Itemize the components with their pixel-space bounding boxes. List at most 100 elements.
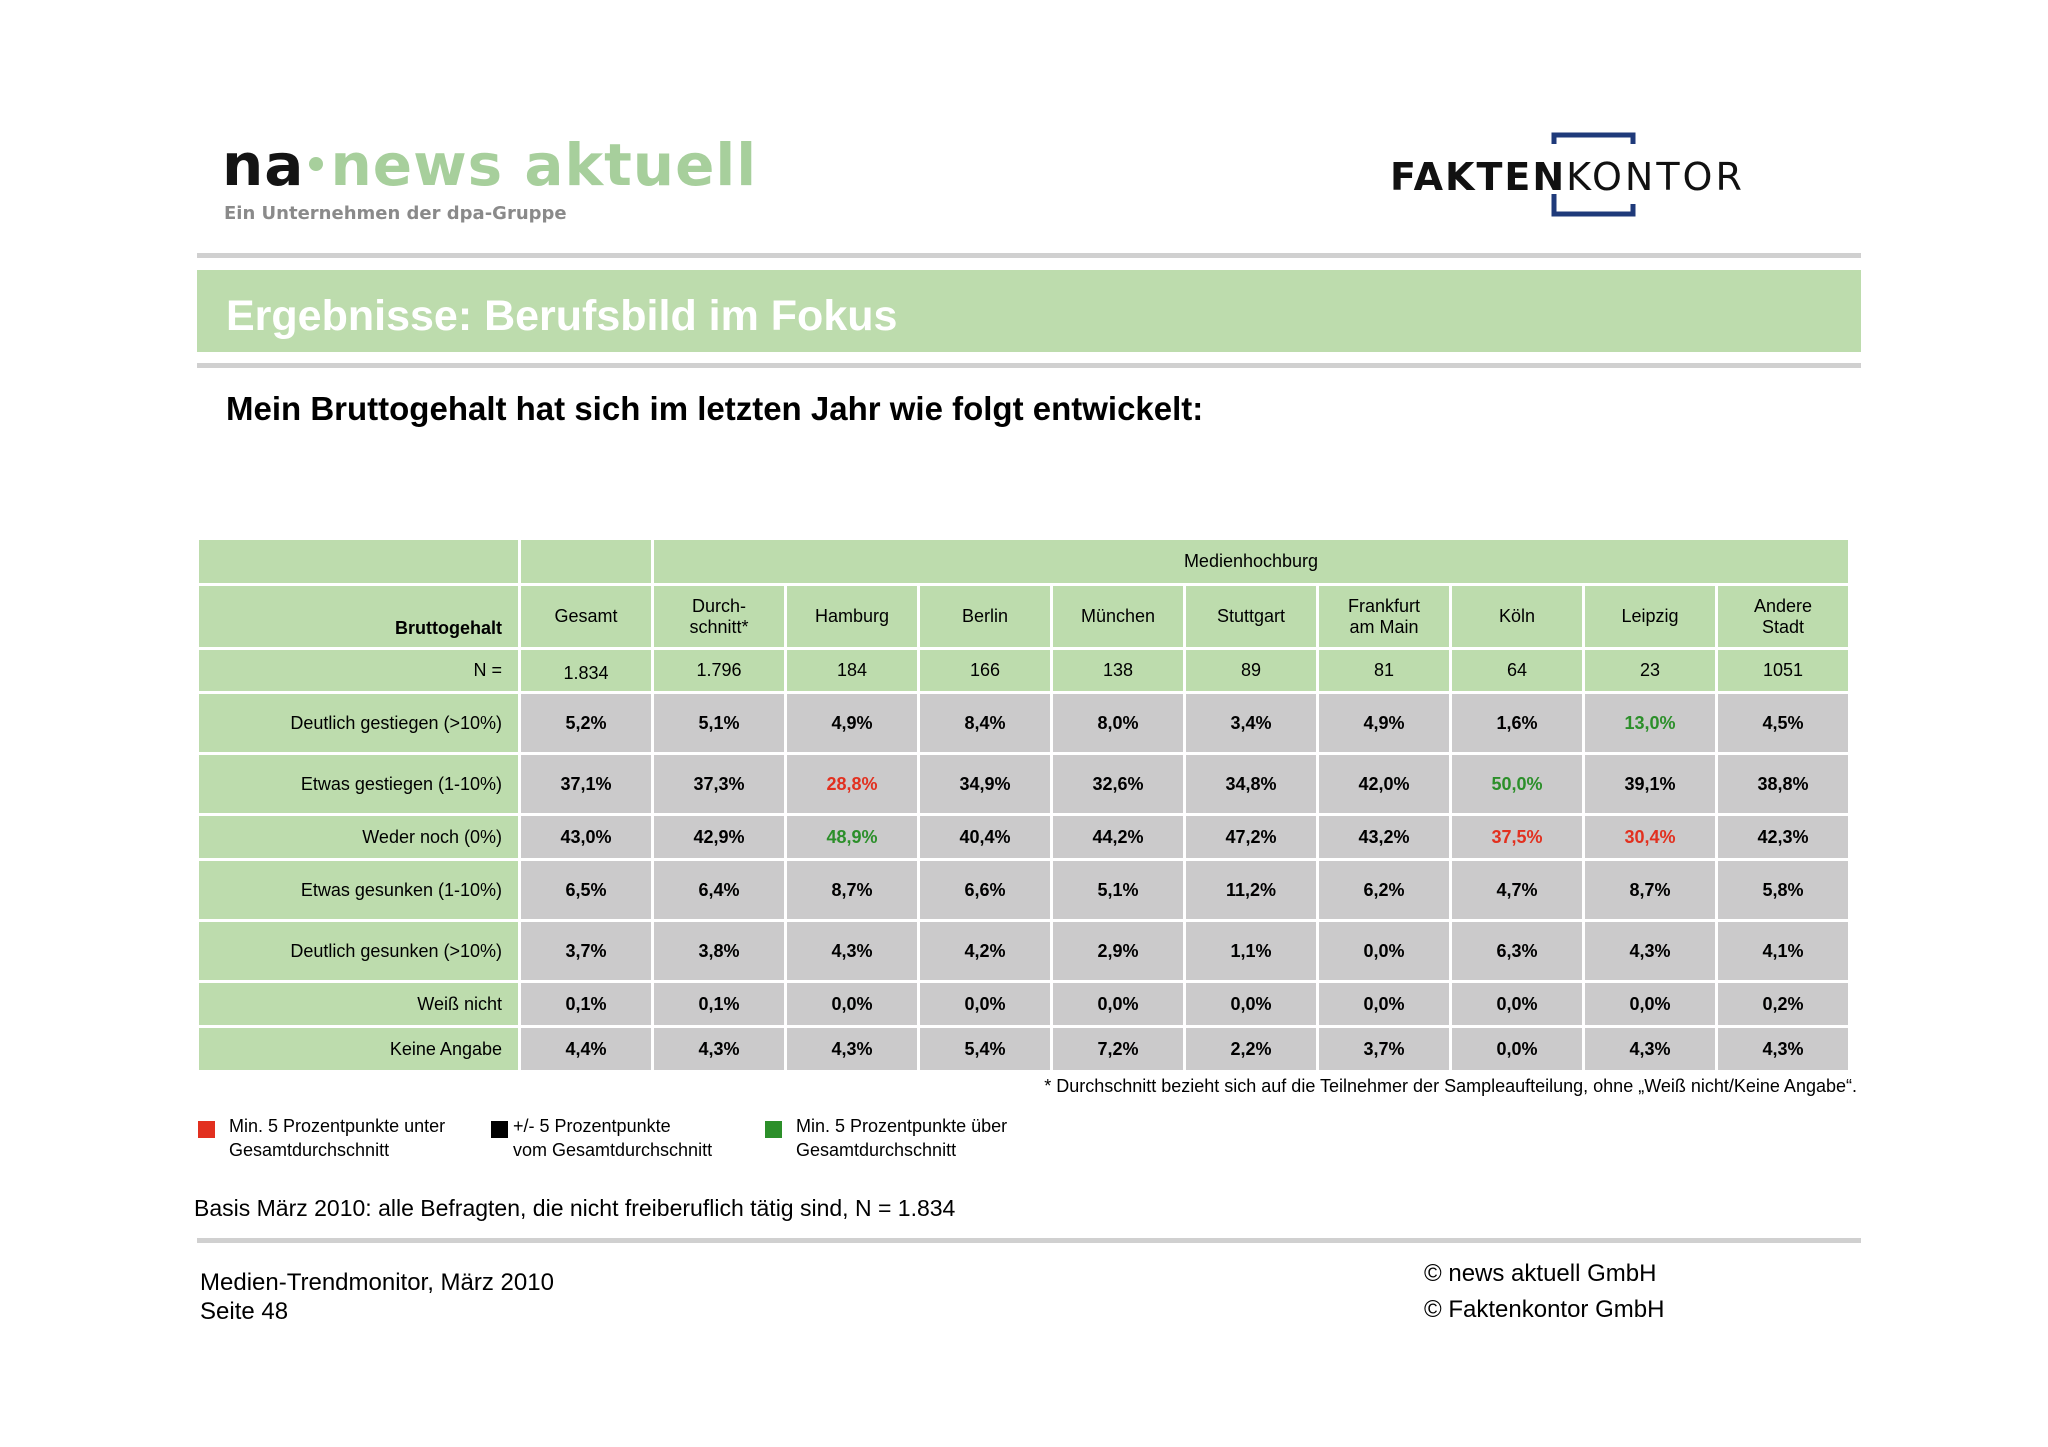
value-cell: 0,0% [784,980,920,1028]
empty-header-cell [196,537,521,586]
footer-left: Medien-Trendmonitor, März 2010 Seite 48 [200,1268,554,1326]
column-header: München [1050,583,1186,650]
value-cell: 0,0% [917,980,1053,1028]
value-cell: 4,2% [917,919,1053,983]
n-value: 1.796 [651,647,787,694]
value-cell: 4,4% [518,1025,654,1073]
value-cell: 44,2% [1050,813,1186,861]
value-cell: 11,2% [1183,858,1319,922]
value-cell: 7,2% [1050,1025,1186,1073]
n-value: 184 [784,647,920,694]
column-header-row: Bruttogehalt Gesamt Durch-schnitt* Hamburg… [196,583,1851,650]
group-header-row: Medienhochburg [196,537,1851,586]
n-value: 64 [1449,647,1585,694]
value-cell: 4,1% [1715,919,1851,983]
n-value: 1051 [1715,647,1851,694]
title-rule [197,363,1861,368]
footer-rule [197,1238,1861,1243]
value-cell: 4,3% [784,1025,920,1073]
value-cell: 47,2% [1183,813,1319,861]
value-cell: 3,4% [1183,691,1319,755]
row-label: Weder noch (0%) [196,813,521,861]
logo-bracket-icon [1551,132,1636,217]
value-cell: 0,0% [1316,919,1452,983]
value-cell: 28,8% [784,752,920,816]
slide-title: Ergebnisse: Berufsbild im Fokus [226,292,898,340]
page-number: Seite 48 [200,1298,289,1325]
value-cell: 3,8% [651,919,787,983]
column-header: Andere Stadt [1715,583,1851,650]
value-cell: 4,3% [651,1025,787,1073]
column-header: Frankfurt am Main [1316,583,1452,650]
value-cell: 5,1% [651,691,787,755]
value-cell: 5,4% [917,1025,1053,1073]
row-label: Etwas gestiegen (1-10%) [196,752,521,816]
value-cell: 0,1% [651,980,787,1028]
row-header: Bruttogehalt [196,583,521,650]
legend-line2: Gesamtdurchschnitt [796,1140,957,1160]
value-cell: 6,2% [1316,858,1452,922]
table-row: Etwas gesunken (1-10%) 6,5% 6,4% 8,7% 6,6% 5,… [196,858,1851,922]
column-header-line1: Leipzig [1621,606,1679,626]
value-cell: 8,7% [1582,858,1718,922]
value-cell: 5,1% [1050,858,1186,922]
legend-line1: +/- 5 Prozentpunkte [513,1116,671,1136]
value-cell: 4,3% [1582,919,1718,983]
column-header-line1: Hamburg [814,606,890,626]
n-label: N = [196,647,521,694]
value-cell: 6,6% [917,858,1053,922]
column-header: Gesamt [518,583,654,650]
value-cell: 32,6% [1050,752,1186,816]
value-cell: 40,4% [917,813,1053,861]
value-cell: 4,9% [1316,691,1452,755]
copyright-faktenkontor: © Faktenkontor GmbH [1424,1296,1665,1323]
value-cell: 43,2% [1316,813,1452,861]
logo-tagline: Ein Unternehmen der dpa-Gruppe [224,203,567,224]
value-cell: 6,3% [1449,919,1585,983]
value-cell: 0,2% [1715,980,1851,1028]
n-value: 89 [1183,647,1319,694]
logo-fakten-part: FAKTEN [1390,155,1567,199]
value-cell: 0,0% [1449,1025,1585,1073]
value-cell: 4,3% [1582,1025,1718,1073]
empty-header-cell [518,537,654,586]
value-cell: 0,1% [518,980,654,1028]
value-cell: 43,0% [518,813,654,861]
column-header-line1: München [1080,606,1156,626]
table-row: Keine Angabe 4,4% 4,3% 4,3% 5,4% 7,2% 2,2% 3,7%… [196,1025,1851,1073]
legend-line1: Min. 5 Prozentpunkte unter [229,1116,446,1136]
news-aktuell-logo: na news aktuell [222,136,757,194]
value-cell: 5,8% [1715,858,1851,922]
green-square-icon [765,1121,782,1138]
value-cell: 0,0% [1050,980,1186,1028]
column-header: Stuttgart [1183,583,1319,650]
row-label: Weiß nicht [196,980,521,1028]
legend-line2: Gesamtdurchschnitt [229,1140,390,1160]
value-cell: 2,2% [1183,1025,1319,1073]
n-value: 81 [1316,647,1452,694]
column-header-line1: Stuttgart [1216,606,1286,626]
table-row: Deutlich gestiegen (>10%) 5,2% 5,1% 4,9% 8,4… [196,691,1851,755]
footer-right: © news aktuell GmbH © Faktenkontor GmbH [1424,1256,1664,1328]
group-header: Medienhochburg [651,537,1851,586]
value-cell: 1,1% [1183,919,1319,983]
value-cell: 6,4% [651,858,787,922]
n-value: 138 [1050,647,1186,694]
value-cell: 8,4% [917,691,1053,755]
column-header-line1: Gesamt [554,606,618,626]
value-cell: 4,9% [784,691,920,755]
report-name: Medien-Trendmonitor, März 2010 [200,1269,554,1296]
n-value: 23 [1582,647,1718,694]
value-cell: 34,9% [917,752,1053,816]
value-cell: 13,0% [1582,691,1718,755]
value-cell: 37,5% [1449,813,1585,861]
black-square-icon [491,1121,508,1138]
table-row: Weiß nicht 0,1% 0,1% 0,0% 0,0% 0,0% 0,0% 0,0% 0,… [196,980,1851,1028]
value-cell: 0,0% [1316,980,1452,1028]
column-header: Leipzig [1582,583,1718,650]
column-header: Hamburg [784,583,920,650]
header-rule [197,253,1861,258]
copyright-news-aktuell: © news aktuell GmbH [1424,1260,1657,1287]
title-bar: Ergebnisse: Berufsbild im Fokus [197,270,1861,352]
value-cell: 42,3% [1715,813,1851,861]
